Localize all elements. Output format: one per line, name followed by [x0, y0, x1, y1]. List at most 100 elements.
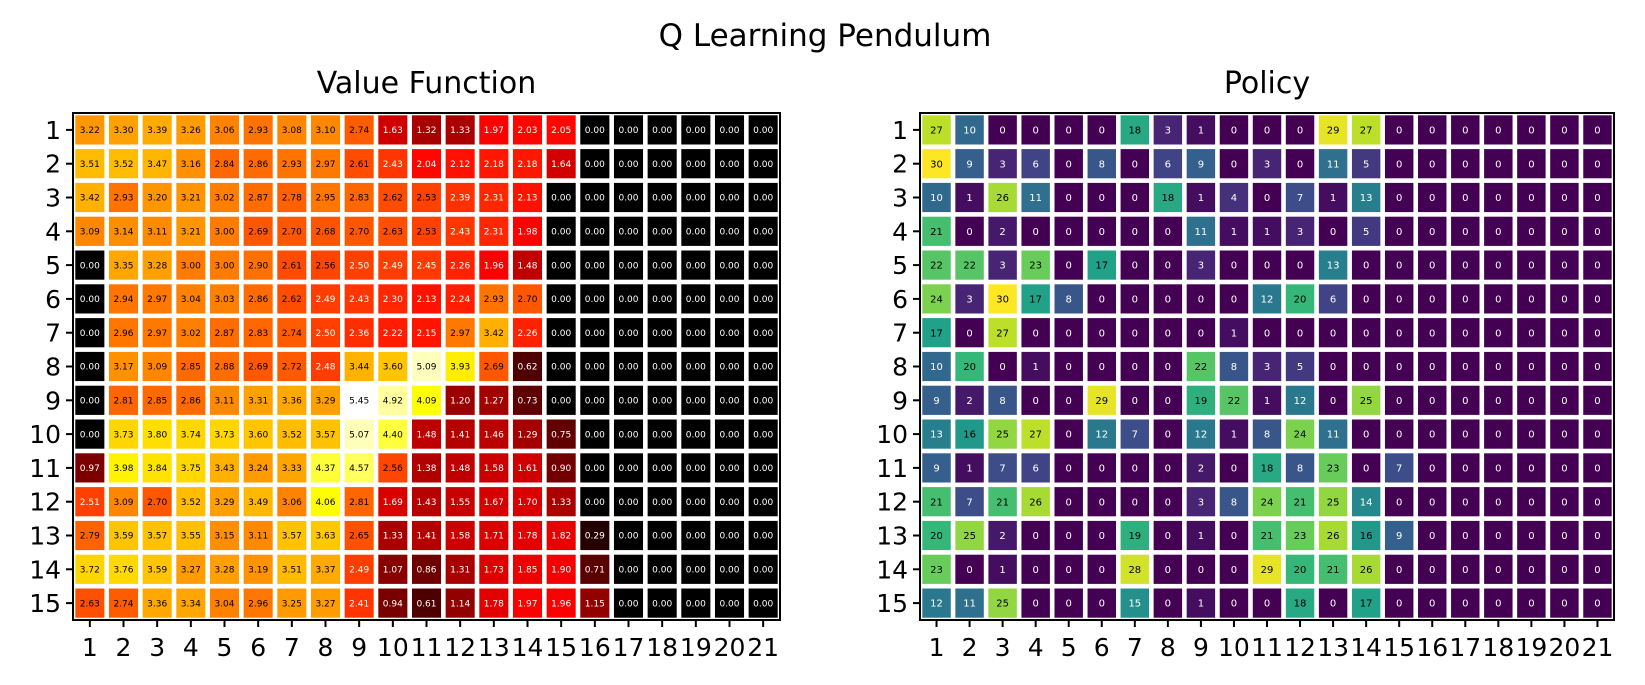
cell-value-label: 3.72	[80, 566, 100, 576]
heatmap-cell	[108, 453, 139, 483]
heatmap-cell	[243, 250, 273, 280]
heatmap-cell	[922, 115, 951, 145]
heatmap-cell	[209, 588, 240, 618]
heatmap-cell	[1087, 520, 1116, 551]
cell-value-label: 1.71	[484, 532, 504, 542]
cell-value-label: 19	[1195, 396, 1208, 407]
heatmap-cell	[1186, 554, 1216, 584]
cell-value-label: 8	[1066, 295, 1072, 306]
heatmap-cell	[512, 419, 543, 449]
heatmap-cell	[176, 216, 206, 246]
cell-value-label: 0.00	[719, 329, 739, 339]
cell-value-label: 0.00	[80, 430, 100, 440]
heatmap-cell	[613, 216, 644, 246]
cell-value-label: 1.15	[585, 599, 605, 609]
heatmap-cell	[411, 554, 442, 584]
heatmap-cell	[378, 520, 408, 551]
heatmap-cell	[546, 115, 576, 145]
cell-value-label: 1.48	[517, 261, 537, 271]
heatmap-cell	[647, 250, 677, 280]
heatmap-cell	[613, 182, 644, 213]
heatmap-cell	[988, 385, 1017, 415]
heatmap-cell	[142, 520, 172, 551]
cell-value-label: 2.65	[349, 532, 369, 542]
heatmap-cell	[1318, 588, 1348, 618]
cell-value-label: 0.00	[585, 464, 605, 474]
cell-value-label: 0	[1231, 599, 1237, 610]
heatmap-cell	[479, 588, 509, 618]
cell-value-label: 0	[1561, 497, 1567, 508]
heatmap-cell	[1418, 149, 1447, 179]
cell-value-label: 13	[1327, 261, 1340, 272]
cell-value-label: 0	[999, 126, 1005, 137]
heatmap-cell	[1021, 284, 1050, 314]
cell-value-label: 2.74	[282, 329, 302, 339]
heatmap-cell	[1583, 351, 1612, 382]
heatmap-cell	[1451, 588, 1480, 618]
heatmap-cell	[1153, 588, 1183, 618]
heatmap-cell	[1418, 250, 1447, 280]
heatmap-cell	[1451, 216, 1480, 246]
heatmap-cell	[748, 419, 778, 449]
cell-value-label: 1.63	[383, 126, 403, 136]
heatmap-cell	[243, 588, 273, 618]
cell-value-label: 9	[1198, 159, 1204, 170]
cell-value-label: 0.00	[652, 160, 672, 170]
heatmap-cell	[108, 419, 139, 449]
heatmap-cell	[613, 385, 644, 415]
heatmap-cell	[922, 149, 951, 179]
heatmap-cell	[1186, 419, 1216, 449]
cell-value-label: 2.81	[349, 498, 369, 508]
heatmap-cell	[1517, 115, 1546, 145]
heatmap-cell	[1517, 182, 1546, 213]
heatmap-cell	[1153, 453, 1183, 483]
heatmap-cell	[445, 250, 475, 280]
heatmap-cell	[243, 284, 273, 314]
cell-value-label: 0	[1462, 193, 1468, 204]
heatmap-cell	[512, 284, 543, 314]
heatmap-cell	[209, 385, 240, 415]
panel-title: Policy	[1224, 66, 1310, 101]
y-tick-label: 8	[892, 353, 908, 382]
heatmap-cell	[1583, 554, 1612, 584]
cell-value-label: 2.97	[147, 295, 167, 305]
heatmap-cell	[176, 453, 206, 483]
y-tick-label: 1	[45, 116, 61, 145]
heatmap-cell	[1153, 182, 1183, 213]
cell-value-label: 0	[1429, 227, 1435, 238]
heatmap-cell	[1583, 318, 1612, 348]
cell-value-label: 0.00	[753, 532, 773, 542]
cell-value-label: 3.43	[214, 464, 234, 474]
cell-value-label: 0.00	[753, 261, 773, 271]
cell-value-label: 0.00	[585, 228, 605, 238]
heatmap-cell	[479, 419, 509, 449]
cell-value-label: 2.70	[517, 295, 537, 305]
cell-value-label: 0	[1528, 430, 1534, 441]
cell-value-label: 3.15	[214, 532, 234, 542]
heatmap-cell	[479, 216, 509, 246]
heatmap-cell	[1550, 554, 1579, 584]
heatmap-cell	[1285, 453, 1315, 483]
heatmap-cell	[1484, 250, 1513, 280]
heatmap-cell	[378, 182, 408, 213]
cell-value-label: 21	[1327, 565, 1340, 576]
cell-value-label: 1.67	[484, 498, 504, 508]
cell-value-label: 2.70	[282, 228, 302, 238]
heatmap-cell	[955, 216, 984, 246]
cell-value-label: 0.00	[753, 566, 773, 576]
cell-value-label: 0	[1231, 159, 1237, 170]
heatmap-cell	[1120, 520, 1150, 551]
heatmap-cell	[681, 318, 711, 348]
heatmap-cell	[748, 182, 778, 213]
cell-value-label: 0.00	[618, 228, 638, 238]
cell-value-label: 27	[1029, 430, 1042, 441]
heatmap-cell	[378, 554, 408, 584]
cell-value-label: 0	[1594, 396, 1600, 407]
heatmap-cell	[176, 182, 206, 213]
cell-value-label: 2.72	[282, 363, 302, 373]
cell-value-label: 1	[1198, 126, 1204, 137]
cell-value-label: 2.05	[551, 126, 571, 136]
cell-value-label: 25	[1360, 396, 1373, 407]
cell-value-label: 3.74	[181, 430, 201, 440]
heatmap-cell	[1384, 487, 1414, 517]
